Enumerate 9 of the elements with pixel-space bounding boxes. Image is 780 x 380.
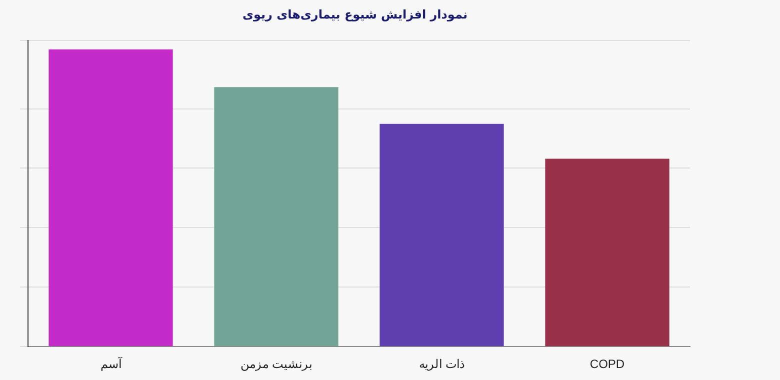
x-tick-label: ذات الریه (419, 357, 464, 372)
bar (545, 158, 670, 346)
bar (48, 49, 173, 346)
bar (214, 87, 338, 346)
bar (380, 124, 504, 346)
x-tick-label: آسم (100, 356, 122, 372)
x-tick-label: برنشیت مزمن (240, 357, 312, 372)
x-tick-label: COPD (590, 357, 625, 372)
chart-title: نمودار افزایش شیوع بیماری‌های ریوی (242, 7, 468, 22)
